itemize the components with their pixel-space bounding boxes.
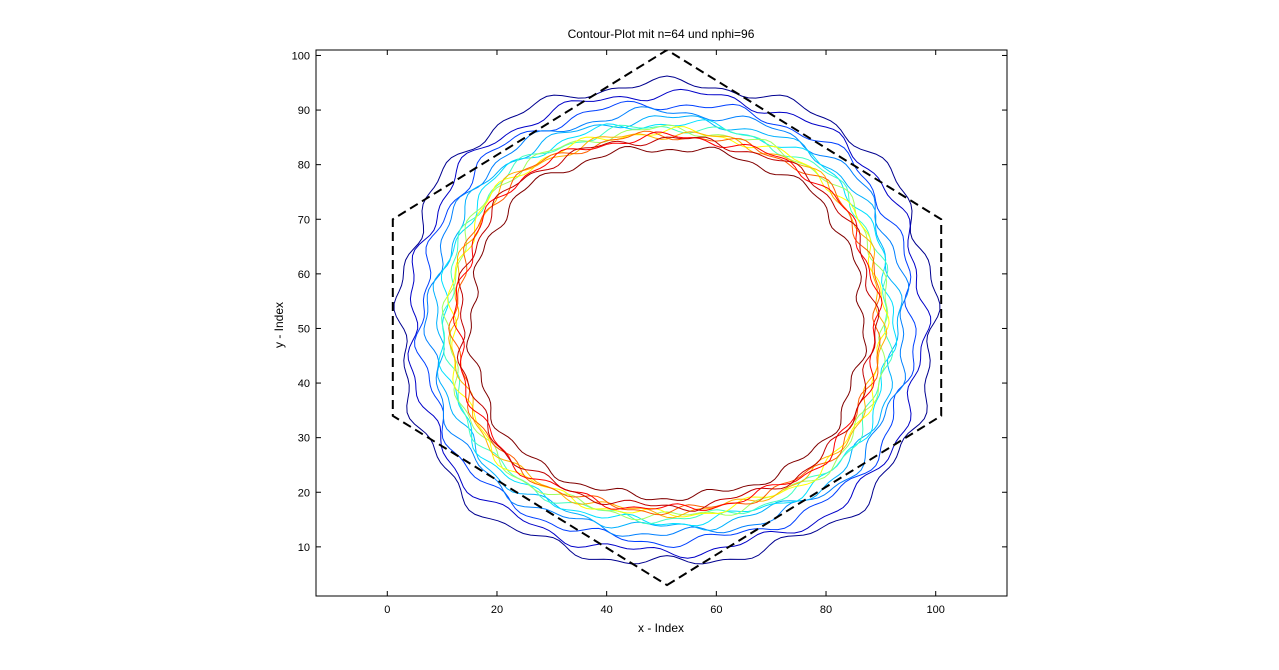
y-tick-label: 50 (298, 323, 310, 335)
contour-level-11 (448, 130, 881, 516)
x-tick-label: 0 (384, 604, 390, 616)
contour-level-3 (414, 100, 917, 549)
y-tick-label: 60 (298, 269, 310, 281)
chart-title: Contour-Plot mit n=64 und nphi=96 (568, 27, 755, 41)
contour-level-1 (393, 75, 941, 565)
contour-level-9 (447, 125, 890, 518)
contour-lines (393, 75, 941, 565)
y-tick-label: 90 (298, 105, 310, 117)
x-tick-label: 100 (927, 604, 945, 616)
y-tick-label: 80 (298, 160, 310, 172)
y-tick-label: 30 (298, 433, 310, 445)
contour-level-5 (432, 115, 903, 531)
y-axis-label: y - Index (272, 302, 286, 348)
y-tick-label: 10 (298, 542, 310, 554)
contour-level-2 (407, 88, 932, 559)
contour-level-13 (456, 136, 880, 512)
x-tick-label: 40 (601, 604, 613, 616)
x-tick-label: 80 (820, 604, 832, 616)
y-tick-label: 100 (292, 50, 310, 62)
contour-level-7 (441, 124, 894, 525)
y-tick-label: 20 (298, 487, 310, 499)
y-tick-label: 40 (298, 378, 310, 390)
x-tick-label: 20 (491, 604, 503, 616)
contour-level-10 (448, 131, 888, 519)
plot-frame (315, 49, 1008, 597)
y-axis-ticks: 10 20 30 40 50 60 70 80 90 100 (292, 50, 1007, 554)
hexagon-outline (391, 50, 943, 587)
hexagon-dashed-line (391, 50, 943, 587)
y-tick-label: 70 (298, 214, 310, 226)
x-tick-label: 60 (710, 604, 722, 616)
x-axis-label: x - Index (638, 621, 684, 635)
x-axis-ticks: 0 20 40 60 80 100 (384, 50, 945, 616)
contour-level-12 (452, 131, 883, 511)
contour-level-14 (466, 145, 868, 501)
contour-level-4 (423, 106, 910, 537)
